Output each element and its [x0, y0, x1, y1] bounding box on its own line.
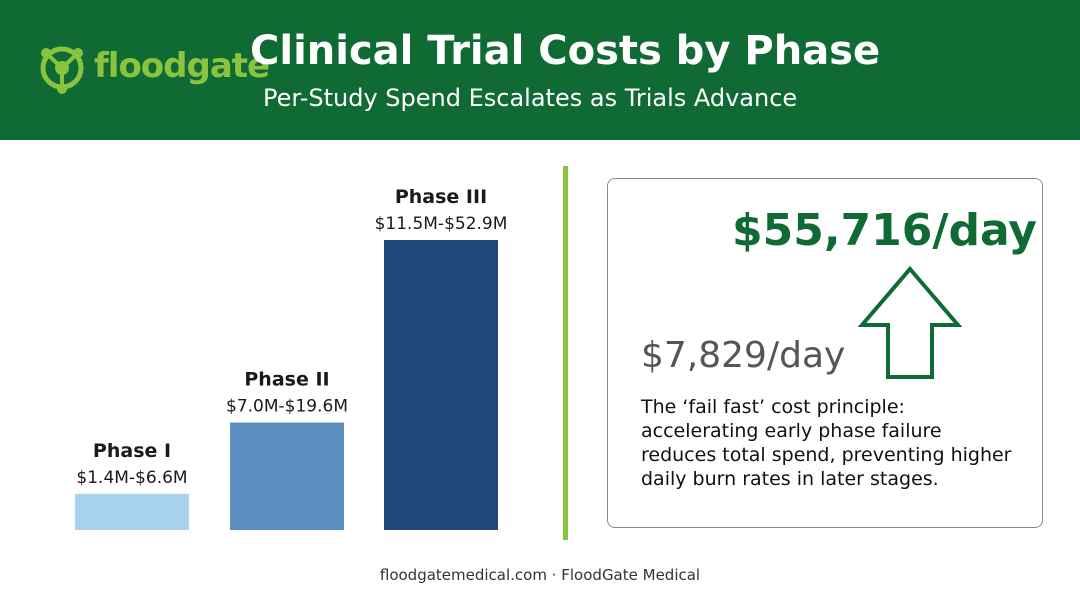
- bar-category-label: Phase III: [395, 186, 487, 208]
- up-arrow-icon: [858, 265, 962, 379]
- bar-range-label: $1.4M-$6.6M: [76, 468, 187, 488]
- bar-category-label: Phase I: [93, 440, 171, 462]
- early-stage-daily-rate: $7,829/day: [641, 335, 846, 376]
- bar-phase-iii: [384, 240, 498, 530]
- page-subtitle: Per-Study Spend Escalates as Trials Adva…: [263, 84, 798, 112]
- bar-range-label: $7.0M-$19.6M: [226, 397, 348, 417]
- phase-cost-bar-chart: Phase I $1.4M-$6.6M Phase II $7.0M-$19.6M Ph…: [75, 186, 508, 530]
- footer-credit: floodgatemedical.com · FloodGate Medical: [379, 566, 701, 584]
- late-stage-daily-rate: $55,716/day: [732, 205, 1037, 256]
- logo-wordmark: floodgate: [94, 46, 270, 86]
- fail-fast-description: The ‘fail fast’ cost principle: accelera…: [641, 396, 1012, 490]
- molecule-icon: [40, 46, 84, 94]
- bar-phase-ii: [230, 422, 344, 530]
- bar-phase-i: [75, 493, 189, 530]
- floodgate-logo: floodgate: [34, 40, 270, 96]
- bar-range-label: $11.5M-$52.9M: [375, 214, 508, 234]
- section-divider: [563, 166, 568, 540]
- burn-rate-callout: $55,716/day $7,829/day The ‘fail fast’ c…: [607, 178, 1043, 528]
- page-title: Clinical Trial Costs by Phase: [250, 28, 881, 74]
- bar-category-label: Phase II: [244, 369, 329, 391]
- header-banner: floodgate Clinical Trial Costs by Phase …: [0, 0, 1080, 140]
